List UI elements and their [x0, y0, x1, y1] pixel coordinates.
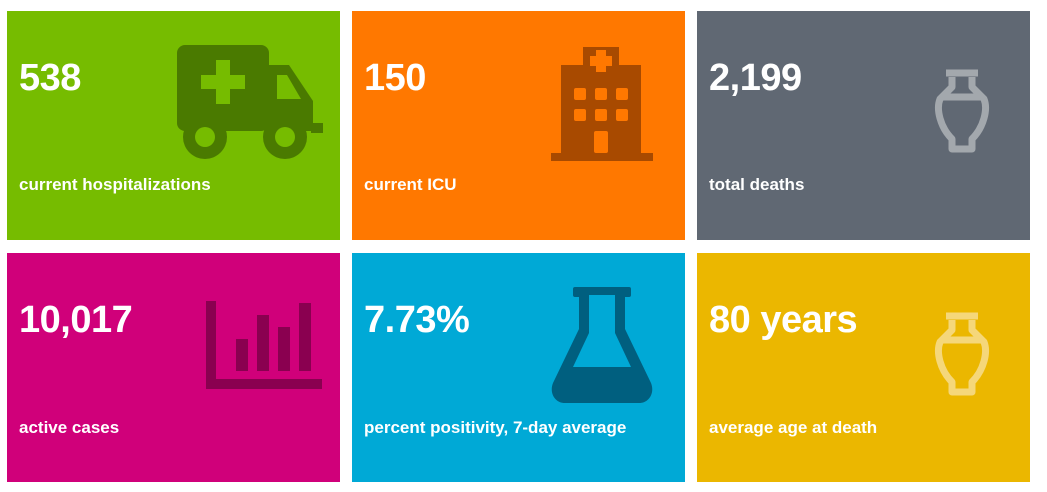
- ambulance-icon: [177, 45, 323, 161]
- average-age-value: 80 years: [709, 299, 858, 341]
- icu-tile: 150 current ICU: [352, 11, 685, 240]
- urn-icon: [932, 312, 992, 398]
- hospitalizations-value: 538: [19, 57, 81, 99]
- icu-label: current ICU: [364, 175, 457, 194]
- total-deaths-label: total deaths: [709, 175, 805, 194]
- hospitalizations-tile: 538 current hospitalizations: [7, 11, 340, 240]
- total-deaths-tile: 2,199 total deaths: [697, 11, 1030, 240]
- hospitalizations-label: current hospitalizations: [19, 175, 211, 194]
- hospital-icon: [551, 43, 653, 161]
- positivity-label: percent positivity, 7-day average: [364, 418, 627, 437]
- active-cases-value: 10,017: [19, 299, 133, 341]
- urn-icon: [932, 69, 992, 155]
- positivity-tile: 7.73% percent positivity, 7-day average: [352, 253, 685, 482]
- bar-chart-icon: [206, 301, 322, 389]
- active-cases-label: active cases: [19, 418, 120, 437]
- icu-value: 150: [364, 57, 426, 99]
- positivity-value: 7.73%: [364, 299, 470, 341]
- total-deaths-value: 2,199: [709, 57, 802, 99]
- average-age-tile: 80 years average age at death: [697, 253, 1030, 482]
- average-age-label: average age at death: [709, 418, 878, 437]
- flask-icon: [551, 287, 653, 405]
- active-cases-tile: 10,017 active cases: [7, 253, 340, 482]
